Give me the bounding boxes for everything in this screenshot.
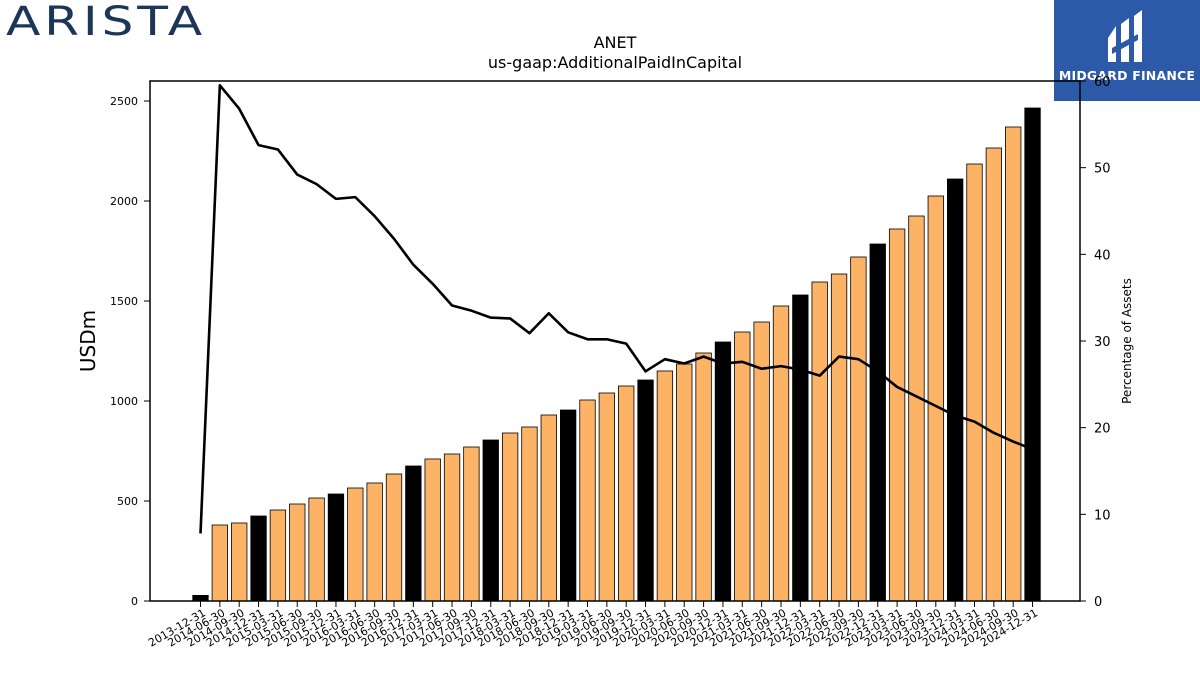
bar-2023-03-31 xyxy=(888,228,906,602)
y2-axis-label: Percentage of Assets xyxy=(1120,278,1134,404)
bar-2020-09-30 xyxy=(695,352,712,602)
bar-2021-12-31 xyxy=(792,294,809,602)
line-series xyxy=(199,84,1034,534)
bar-2022-06-30 xyxy=(830,273,848,602)
bar-2022-03-31 xyxy=(811,281,828,602)
y-tick-label: 2500 xyxy=(110,95,138,108)
y-axis-label: USDm xyxy=(76,310,100,372)
bar-series xyxy=(192,107,1041,602)
y2-tick-label: 50 xyxy=(1094,162,1111,177)
bar-2014-09-30 xyxy=(231,522,248,602)
bar-2017-03-31 xyxy=(424,458,441,602)
bar-2022-12-31 xyxy=(869,243,886,602)
bar-2013-12-31 xyxy=(192,595,209,602)
midgard-finance-label: MIDGARD FINANCE xyxy=(1058,68,1196,83)
chart-subtitle: us-gaap:AdditionalPaidInCapital xyxy=(488,53,742,72)
bar-2015-06-30 xyxy=(289,503,306,602)
right-y-axis: 0 10 20 30 40 50 60 xyxy=(1080,75,1111,610)
bar-2024-12-31 xyxy=(1024,107,1041,602)
bar-2018-09-30 xyxy=(540,414,557,602)
bar-2017-09-30 xyxy=(463,446,480,602)
bar-2018-03-31 xyxy=(501,432,519,602)
y-tick-label: 500 xyxy=(117,495,138,508)
y-tick-label: 1500 xyxy=(110,295,138,308)
bar-2016-09-30 xyxy=(385,473,403,602)
bar-2015-09-30 xyxy=(308,497,325,602)
bar-2022-09-30 xyxy=(850,256,867,602)
bar-2023-06-30 xyxy=(908,215,925,602)
arista-logo: ARISTA xyxy=(6,2,206,42)
bar-2024-09-30 xyxy=(1005,126,1022,602)
bar-2018-06-30 xyxy=(521,426,538,602)
y2-tick-label: 30 xyxy=(1094,335,1111,350)
bar-2015-03-31 xyxy=(269,509,287,602)
midgard-finance-logo: MIDGARD FINANCE xyxy=(1054,0,1200,101)
x-axis: 2013-12-312014-06-302014-09-302014-12-31… xyxy=(146,601,1040,650)
bar-2019-09-30 xyxy=(618,385,635,602)
bar-2015-12-31 xyxy=(327,493,345,602)
y2-tick-label: 20 xyxy=(1094,422,1111,437)
left-y-axis: 0 500 1000 1500 2000 2500 xyxy=(110,95,150,608)
bar-2014-12-31 xyxy=(250,515,267,602)
bar-2019-06-30 xyxy=(598,392,615,602)
bar-2014-06-30 xyxy=(211,524,229,602)
bar-2019-12-31 xyxy=(637,379,654,602)
y2-tick-label: 0 xyxy=(1094,595,1102,610)
bar-2019-03-31 xyxy=(579,399,596,602)
midgard-emblem-icon xyxy=(1108,10,1142,62)
bar-2020-12-31 xyxy=(714,341,732,602)
bar-2017-06-30 xyxy=(443,453,461,602)
bar-2021-09-30 xyxy=(772,305,790,602)
bar-2016-03-31 xyxy=(347,487,364,602)
y2-tick-label: 60 xyxy=(1094,75,1111,90)
percentage-line xyxy=(199,84,1034,534)
bar-2023-12-31 xyxy=(947,178,964,602)
bar-2020-06-30 xyxy=(676,363,693,602)
y2-tick-label: 40 xyxy=(1094,248,1111,263)
y2-tick-label: 10 xyxy=(1094,508,1111,523)
bar-2018-12-31 xyxy=(560,409,577,602)
bar-2017-12-31 xyxy=(482,439,499,602)
bar-2021-03-31 xyxy=(734,331,751,602)
bar-2024-06-30 xyxy=(985,147,1002,602)
y-tick-label: 1000 xyxy=(110,395,138,408)
bar-2016-12-31 xyxy=(405,465,422,602)
bar-2016-06-30 xyxy=(366,482,383,602)
bar-2021-06-30 xyxy=(753,321,770,602)
bar-2024-03-31 xyxy=(966,163,983,602)
bar-2023-09-30 xyxy=(927,195,944,602)
chart-title: ANET xyxy=(594,33,637,52)
bar-2020-03-31 xyxy=(656,370,674,602)
y-tick-label: 2000 xyxy=(110,195,138,208)
y-tick-label: 0 xyxy=(131,595,138,608)
arista-logo-text: ARISTA xyxy=(6,2,206,42)
